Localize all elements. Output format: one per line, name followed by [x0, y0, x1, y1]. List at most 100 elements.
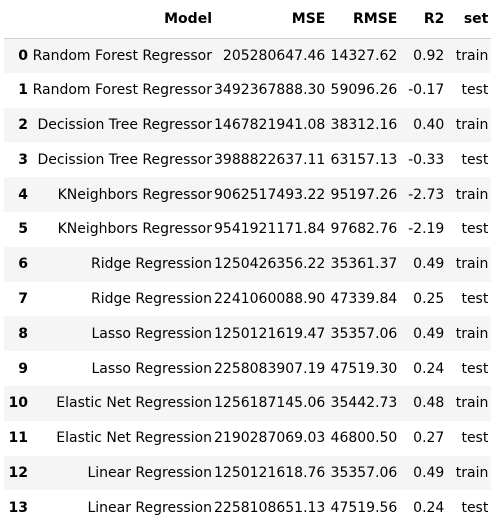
- row-index: 13: [8, 499, 28, 516]
- cell-model: Linear Regression: [87, 499, 212, 516]
- cell-rmse: 59096.26: [330, 82, 398, 99]
- cell-r2: 0.49: [413, 464, 445, 481]
- row-index: 8: [18, 325, 28, 342]
- header-index: [4, 0, 30, 39]
- table-row: 13 Linear Regression 2258108651.13 47519…: [4, 490, 492, 525]
- cell-mse: 2258083907.19: [214, 360, 326, 377]
- cell-r2: 0.27: [413, 430, 445, 447]
- cell-model: Ridge Regression: [90, 256, 212, 273]
- cell-model: Lasso Regression: [91, 325, 212, 342]
- cell-set: train: [455, 395, 489, 412]
- cell-r2: 0.49: [413, 325, 445, 342]
- cell-rmse: 47519.30: [330, 360, 398, 377]
- cell-set: train: [455, 47, 489, 64]
- cell-model: Ridge Regression: [90, 290, 212, 307]
- cell-rmse: 46800.50: [330, 430, 398, 447]
- cell-r2: 0.25: [413, 290, 445, 307]
- cell-rmse: 38312.16: [330, 116, 398, 133]
- cell-rmse: 95197.26: [330, 186, 398, 203]
- cell-set: train: [455, 325, 489, 342]
- cell-mse: 9541921171.84: [214, 221, 326, 238]
- cell-model: Decission Tree Regressor: [37, 116, 212, 133]
- cell-r2: 0.92: [413, 47, 445, 64]
- table-row: 3 Decission Tree Regressor 3988822637.11…: [4, 142, 492, 178]
- header-mse: MSE: [214, 0, 329, 39]
- table-row: 0 Random Forest Regressor 205280647.46 1…: [4, 38, 492, 73]
- table-row: 12 Linear Regression 1250121618.76 35357…: [4, 455, 492, 491]
- cell-set: test: [461, 82, 489, 99]
- header-rmse: RMSE: [328, 0, 401, 39]
- cell-mse: 1250426356.22: [214, 256, 326, 273]
- cell-mse: 3988822637.11: [214, 151, 326, 168]
- table-row: 7 Ridge Regression 2241060088.90 47339.8…: [4, 281, 492, 317]
- cell-model: Lasso Regression: [91, 360, 212, 377]
- cell-rmse: 35357.06: [330, 325, 398, 342]
- row-index: 2: [18, 116, 28, 133]
- row-index: 12: [8, 464, 28, 481]
- table-header-row: Model MSE RMSE R2 set: [4, 0, 492, 39]
- cell-r2: 0.24: [413, 360, 445, 377]
- row-index: 4: [18, 186, 28, 203]
- cell-model: Random Forest Regressor: [32, 82, 212, 99]
- cell-r2: 0.48: [413, 395, 445, 412]
- cell-r2: -2.73: [408, 186, 445, 203]
- table-row: 9 Lasso Regression 2258083907.19 47519.3…: [4, 351, 492, 386]
- table-row: 6 Ridge Regression 1250426356.22 35361.3…: [4, 246, 492, 282]
- cell-r2: 0.40: [413, 116, 445, 133]
- cell-rmse: 63157.13: [330, 151, 398, 168]
- cell-rmse: 97682.76: [330, 221, 398, 238]
- cell-r2: -0.17: [408, 82, 445, 99]
- cell-set: test: [461, 221, 489, 238]
- cell-model: Decission Tree Regressor: [37, 151, 212, 168]
- table-row: 1 Random Forest Regressor 3492367888.30 …: [4, 72, 492, 108]
- cell-model: KNeighbors Regressor: [57, 186, 212, 203]
- cell-set: train: [455, 116, 489, 133]
- cell-rmse: 47339.84: [330, 290, 398, 307]
- table-row: 11 Elastic Net Regression 2190287069.03 …: [4, 420, 492, 456]
- cell-set: test: [461, 290, 489, 307]
- cell-set: train: [455, 186, 489, 203]
- header-model: Model: [30, 0, 214, 39]
- table-row: 8 Lasso Regression 1250121619.47 35357.0…: [4, 316, 492, 352]
- cell-rmse: 47519.56: [330, 499, 398, 516]
- cell-set: train: [455, 464, 489, 481]
- header-r2: R2: [400, 0, 448, 39]
- cell-model: KNeighbors Regressor: [57, 221, 212, 238]
- row-index: 5: [18, 221, 28, 238]
- results-table: Model MSE RMSE R2 set 0 Random Forest Re…: [4, 0, 492, 525]
- table-row: 2 Decission Tree Regressor 1467821941.08…: [4, 107, 492, 143]
- cell-mse: 1256187145.06: [214, 395, 326, 412]
- row-index: 0: [18, 47, 28, 64]
- cell-set: train: [455, 256, 489, 273]
- row-index: 1: [18, 82, 28, 99]
- cell-r2: -0.33: [408, 151, 445, 168]
- row-index: 9: [18, 360, 28, 377]
- cell-model: Elastic Net Regression: [56, 430, 212, 447]
- cell-set: test: [461, 430, 489, 447]
- cell-r2: -2.19: [408, 221, 445, 238]
- row-index: 7: [18, 290, 28, 307]
- table-row: 10 Elastic Net Regression 1256187145.06 …: [4, 385, 492, 421]
- table-row: 5 KNeighbors Regressor 9541921171.84 976…: [4, 211, 492, 247]
- header-set: set: [447, 0, 492, 39]
- cell-mse: 1250121618.76: [214, 464, 326, 481]
- cell-rmse: 35442.73: [330, 395, 398, 412]
- cell-r2: 0.24: [413, 499, 445, 516]
- cell-set: test: [461, 360, 489, 377]
- cell-rmse: 14327.62: [330, 47, 398, 64]
- row-index: 11: [8, 430, 28, 447]
- cell-rmse: 35357.06: [330, 464, 398, 481]
- row-index: 10: [8, 395, 28, 412]
- cell-rmse: 35361.37: [330, 256, 398, 273]
- cell-mse: 2241060088.90: [214, 290, 326, 307]
- cell-mse: 1250121619.47: [214, 325, 326, 342]
- cell-mse: 3492367888.30: [214, 82, 326, 99]
- cell-mse: 9062517493.22: [214, 186, 326, 203]
- cell-mse: 1467821941.08: [214, 116, 326, 133]
- row-index: 6: [18, 256, 28, 273]
- cell-model: Linear Regression: [87, 464, 212, 481]
- cell-set: test: [461, 151, 489, 168]
- cell-set: test: [461, 499, 489, 516]
- cell-mse: 2190287069.03: [214, 430, 326, 447]
- cell-r2: 0.49: [413, 256, 445, 273]
